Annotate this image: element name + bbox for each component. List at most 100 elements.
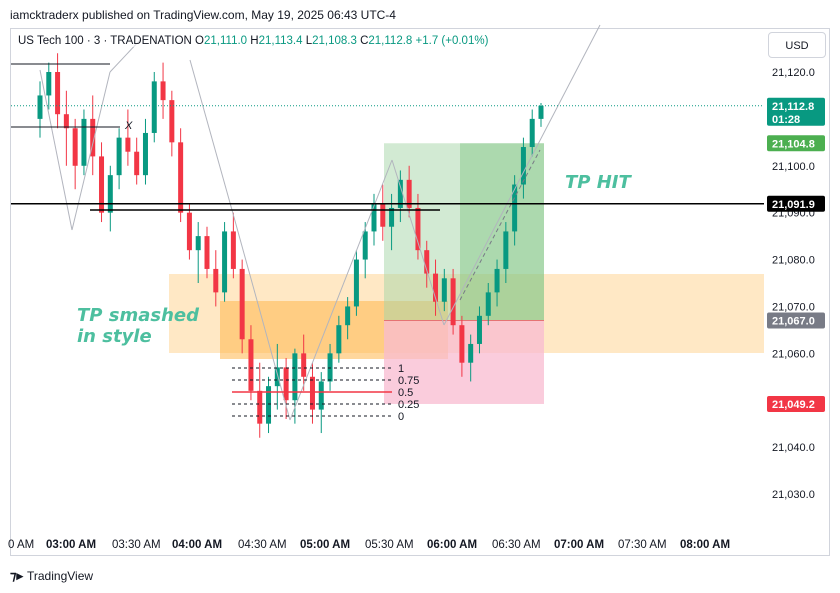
candle-body [195, 236, 201, 251]
candle-body [186, 212, 192, 251]
in-style-annotation: in style [77, 326, 152, 347]
y-tick-label: 21,100.0 [772, 161, 815, 173]
candle-body [257, 390, 263, 424]
price-label-text: 21,112.8 [772, 101, 814, 113]
candle-body [239, 268, 245, 340]
x-tick-label: 04:30 AM [238, 539, 287, 551]
candle-body [309, 376, 315, 410]
change-value: +1.7 (+0.01%) [415, 35, 489, 47]
candle-body [529, 118, 535, 148]
candle-body [99, 156, 105, 213]
candle-body [134, 151, 140, 176]
trend-line [231, 209, 291, 421]
low-label: L [305, 35, 313, 47]
trend-line [189, 59, 233, 211]
overlay-layer: 10.750.50.250 [11, 24, 764, 423]
x-tick-label: 05:30 AM [365, 539, 414, 551]
y-tick-label: 21,030.0 [772, 489, 815, 501]
candle-body [327, 353, 333, 382]
candle-body [336, 325, 342, 354]
open-value: 21,111.0 [204, 35, 248, 47]
candle-body [116, 137, 122, 176]
chart-frame [10, 28, 830, 556]
candle-body [169, 100, 175, 143]
candle-body [142, 132, 148, 176]
candle-body [301, 353, 307, 377]
candle-body [72, 128, 78, 166]
tp-smashed-annotation: TP smashed [77, 305, 199, 326]
footer-brand[interactable]: ⁊▸ TradingView [10, 568, 93, 584]
price-label-text: 21,067.0 [772, 316, 815, 328]
y-tick-label: 21,070.0 [772, 301, 815, 313]
long-position-profit-zone [384, 143, 544, 321]
x-mark-label: X [125, 120, 133, 132]
price-label-box [767, 135, 825, 152]
candle-body [90, 118, 96, 157]
candle-body [222, 231, 228, 293]
x-tick-label: 03:30 AM [112, 539, 161, 551]
candle-body [274, 367, 280, 387]
x-tick-label: 04:00 AM [172, 539, 222, 551]
candle-body [213, 268, 219, 293]
candle-body [81, 118, 87, 166]
candle-body [380, 203, 386, 227]
candle-body [292, 353, 298, 401]
candles-layer [37, 53, 544, 438]
x-tick-label: 05:00 AM [300, 539, 350, 551]
close-value: 21,112.8 [368, 35, 413, 47]
y-tick-label: 21,120.0 [772, 67, 815, 79]
candle-body [230, 231, 236, 269]
x-tick-label: 08:00 AM [680, 539, 730, 551]
candle-body [406, 179, 412, 208]
projection-line [459, 149, 541, 301]
trend-line [443, 24, 601, 326]
open-label: O [195, 35, 204, 47]
candle-body [459, 325, 465, 363]
candle-body [441, 278, 447, 302]
candle-body [353, 259, 359, 307]
symbol-name[interactable]: US Tech 100 · 3 · TRADENATION [18, 35, 192, 47]
candle-body [178, 142, 184, 213]
price-label-box [767, 395, 825, 412]
price-label-box [767, 195, 825, 212]
axis-layer: 21,120.021,110.021,100.021,090.021,080.0… [8, 67, 825, 551]
high-label: H [250, 35, 259, 47]
candle-body [485, 292, 491, 316]
candle-body [520, 147, 526, 185]
zones-layer [169, 143, 764, 404]
candle-body [503, 231, 509, 269]
candle-body [283, 367, 289, 401]
fib-label: 0.25 [398, 399, 419, 411]
candle-body [424, 250, 430, 274]
candle-body [46, 72, 52, 96]
x-tick-label: 06:30 AM [492, 539, 541, 551]
publisher-line: iamcktraderx published on TradingView.co… [10, 8, 396, 22]
candle-body [151, 81, 157, 133]
currency-button[interactable]: USD [768, 32, 826, 58]
fib-label: 0 [398, 411, 404, 423]
candle-body [125, 137, 131, 152]
y-tick-label: 21,040.0 [772, 442, 815, 454]
y-tick-label: 21,080.0 [772, 255, 815, 267]
footer-brand-label: TradingView [27, 569, 94, 583]
candle-body [371, 203, 377, 232]
fib-label: 0.75 [398, 375, 419, 387]
x-tick-label: 07:30 AM [618, 539, 667, 551]
candle-body [204, 236, 210, 269]
candle-body [345, 306, 351, 326]
candle-body [494, 268, 500, 293]
x-tick-label: 03:00 AM [46, 539, 96, 551]
y-tick-label: 21,060.0 [772, 348, 815, 360]
low-value: 21,108.3 [312, 35, 357, 47]
candle-body [538, 105, 544, 119]
candle-body [512, 184, 518, 232]
candle-body [468, 343, 474, 363]
high-value: 21,113.4 [258, 35, 303, 47]
candle-body [450, 278, 456, 326]
price-label-countdown: 01:28 [772, 114, 800, 126]
trend-line [391, 159, 445, 326]
candle-body [107, 175, 113, 213]
symbol-legend: US Tech 100 · 3 · TRADENATION O21,111.0 … [18, 35, 489, 47]
close-label: C [360, 35, 369, 47]
